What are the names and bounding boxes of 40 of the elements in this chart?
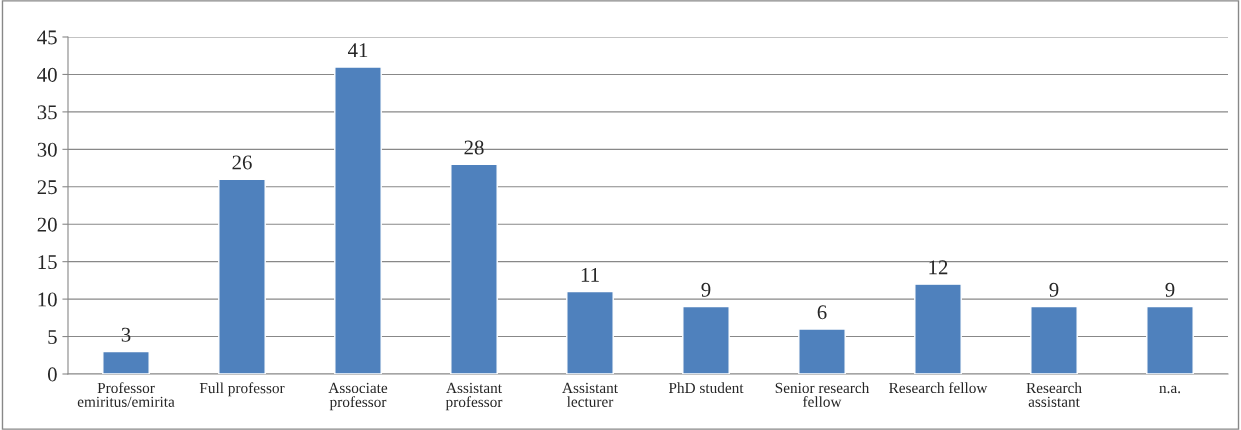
y-tick-label: 40 bbox=[37, 67, 57, 82]
y-tick-label: 45 bbox=[37, 30, 57, 45]
y-tick-label: 20 bbox=[37, 217, 57, 232]
y-tick-label: 35 bbox=[37, 105, 57, 120]
bar bbox=[914, 283, 962, 374]
data-label: 3 bbox=[121, 327, 131, 342]
x-tick-label: Research assistant bbox=[1026, 382, 1082, 407]
x-tick-label: Research fellow bbox=[889, 382, 988, 394]
y-tick-label: 15 bbox=[38, 255, 57, 270]
x-tick-label: Assistant lecturer bbox=[562, 382, 618, 407]
y-tick-label: 10 bbox=[38, 292, 57, 307]
bar bbox=[566, 290, 614, 374]
x-tick-label: PhD student bbox=[668, 382, 744, 394]
bar bbox=[1030, 305, 1078, 374]
bar bbox=[450, 163, 498, 374]
y-tick-label: 0 bbox=[47, 367, 57, 382]
data-label: 9 bbox=[701, 282, 711, 297]
data-label: 41 bbox=[347, 43, 368, 57]
bar bbox=[682, 305, 730, 374]
x-tick-label: Full professor bbox=[199, 382, 285, 397]
x-tick-label: Professor emiritus/emirita bbox=[77, 382, 175, 407]
y-tick-label: 5 bbox=[48, 330, 57, 344]
y-tick-label: 30 bbox=[37, 142, 57, 157]
bar bbox=[102, 350, 150, 374]
data-label: 26 bbox=[232, 155, 252, 170]
x-tick-label: n.a. bbox=[1159, 385, 1181, 394]
bar bbox=[798, 328, 846, 374]
bar bbox=[218, 178, 266, 374]
x-tick-label: Senior research fellow bbox=[775, 382, 870, 407]
x-tick-label: Assistant professor bbox=[445, 382, 503, 411]
data-label: 11 bbox=[581, 267, 599, 282]
data-label: 12 bbox=[929, 260, 948, 275]
bar bbox=[1146, 305, 1194, 374]
data-label: 9 bbox=[1165, 282, 1175, 297]
data-label: 9 bbox=[1049, 282, 1059, 297]
data-label: 6 bbox=[817, 305, 827, 320]
bar bbox=[334, 66, 382, 374]
y-tick-label: 25 bbox=[37, 180, 57, 195]
x-tick-label: Associate professor bbox=[328, 382, 388, 411]
data-label: 28 bbox=[464, 140, 484, 155]
